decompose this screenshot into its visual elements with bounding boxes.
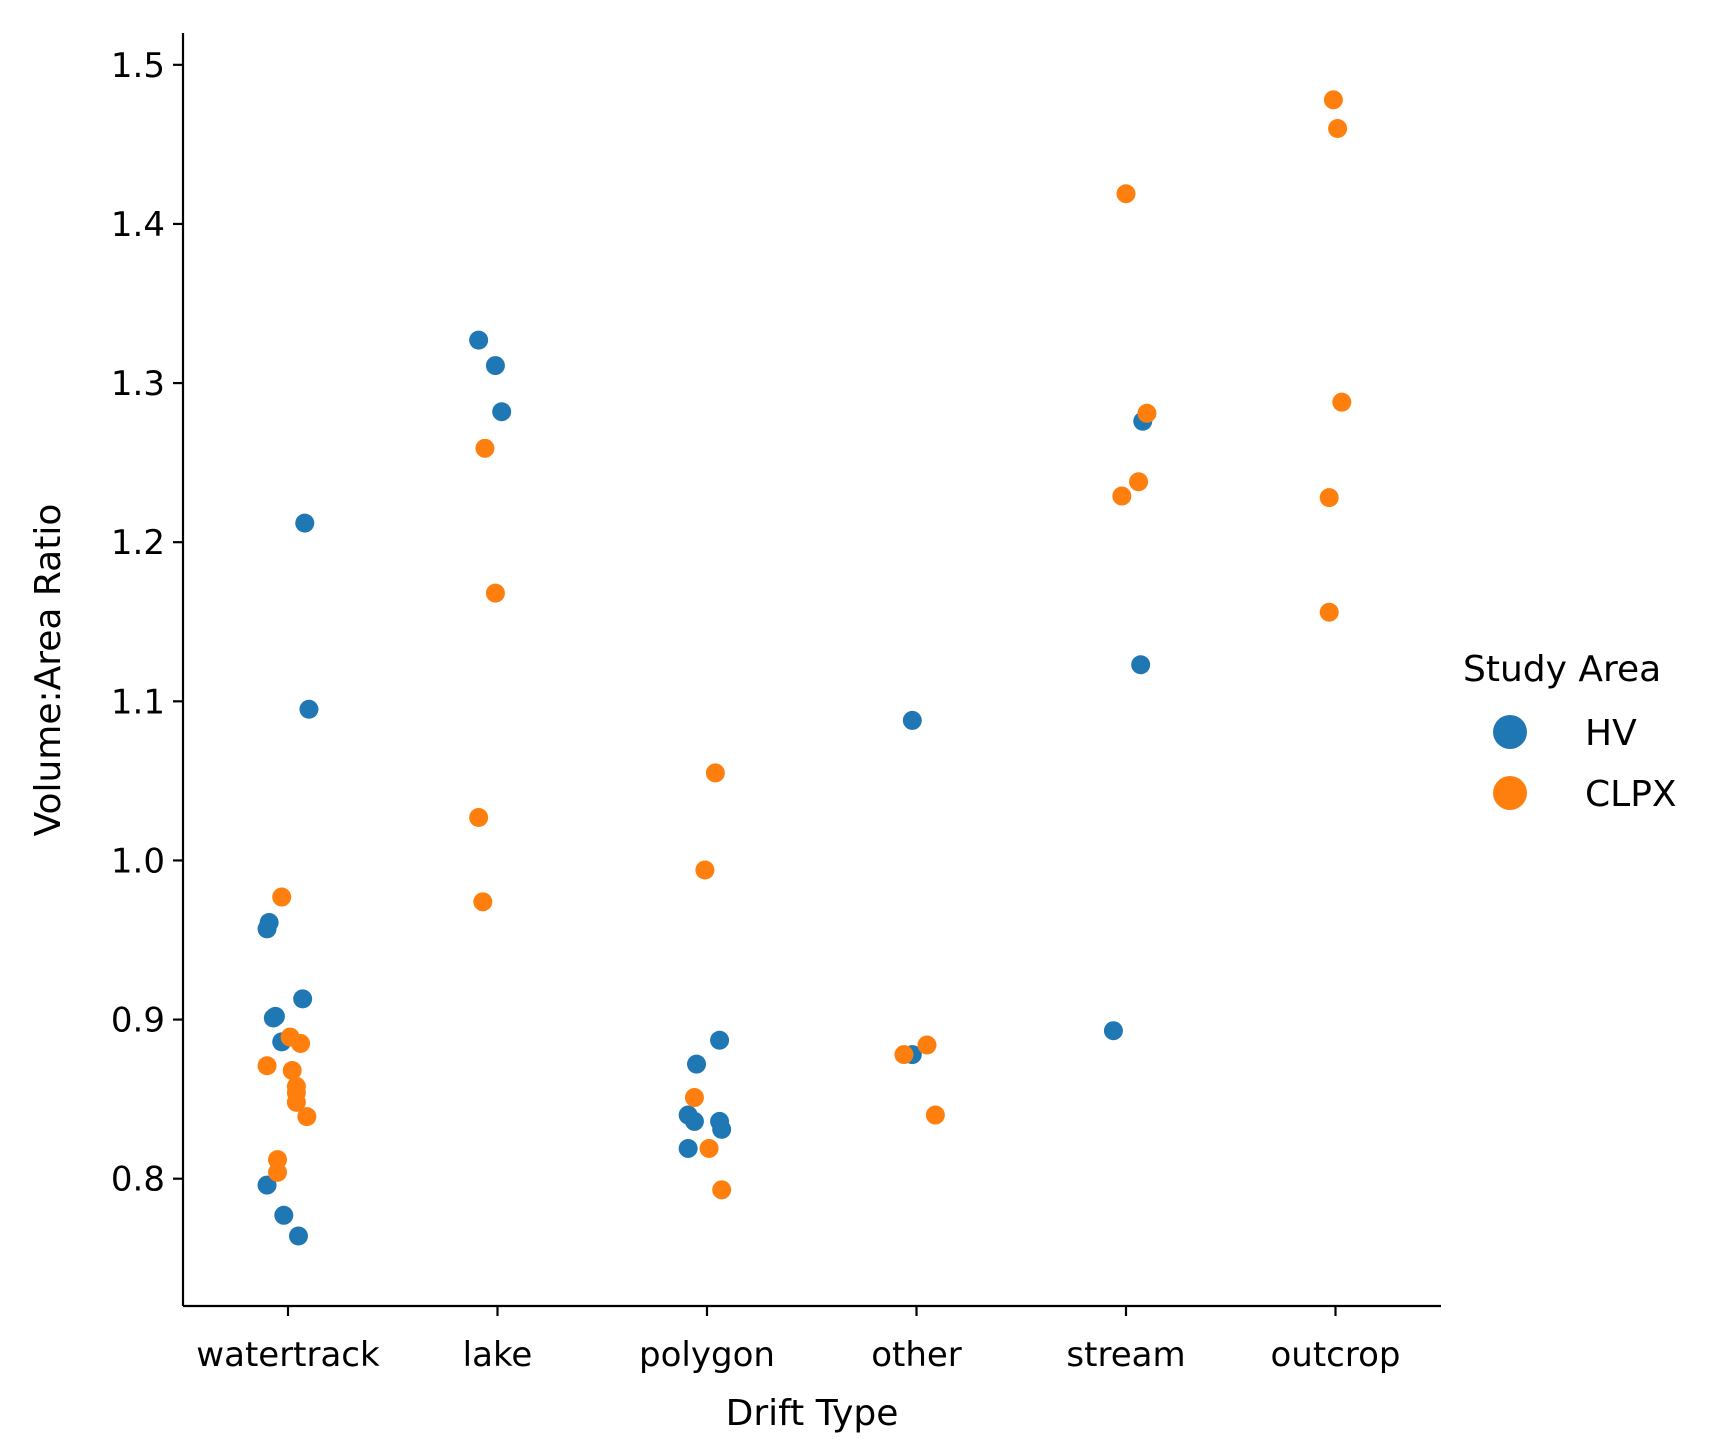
- data-point-hv: [288, 1226, 308, 1246]
- legend-label-hv: HV: [1585, 713, 1637, 754]
- data-point-clpx: [291, 1033, 311, 1053]
- data-point-hv: [710, 1030, 730, 1050]
- legend: Study Area HV CLPX: [1463, 649, 1677, 815]
- x-ticks: watertrack lake polygon other stream outcrop: [196, 1306, 1401, 1375]
- y-tick-label: 1.1: [111, 682, 165, 722]
- y-axis-title: Volume:Area Ratio: [28, 504, 69, 837]
- y-tick-label: 1.3: [111, 364, 165, 404]
- data-point-hv: [295, 513, 315, 533]
- data-point-clpx: [695, 860, 715, 880]
- data-point-clpx: [1323, 90, 1343, 110]
- x-tick-label: lake: [463, 1335, 533, 1375]
- points-layer: [257, 90, 1352, 1246]
- data-point-clpx: [1137, 403, 1157, 423]
- y-tick-label: 1.4: [111, 205, 165, 245]
- y-tick-label: 1.5: [111, 46, 165, 86]
- y-tick-label: 1.0: [111, 841, 165, 881]
- data-point-clpx: [1328, 118, 1348, 138]
- data-point-hv: [259, 913, 279, 933]
- data-point-clpx: [475, 438, 495, 458]
- data-point-clpx: [257, 1056, 277, 1076]
- legend-title: Study Area: [1463, 649, 1661, 690]
- x-axis-title: Drift Type: [726, 1393, 899, 1434]
- data-point-clpx: [1112, 486, 1132, 506]
- data-point-clpx: [286, 1092, 306, 1112]
- data-point-hv: [902, 710, 922, 730]
- data-point-hv: [492, 402, 512, 422]
- data-point-clpx: [894, 1045, 914, 1065]
- y-ticks: 0.8 0.9 1.0 1.1 1.2 1.3 1.4 1.5: [111, 46, 183, 1200]
- data-point-clpx: [1332, 392, 1352, 412]
- x-tick-label: watertrack: [196, 1335, 380, 1375]
- data-point-hv: [712, 1119, 732, 1139]
- x-tick-label: other: [871, 1335, 962, 1375]
- data-point-hv: [299, 699, 319, 719]
- data-point-hv: [684, 1111, 704, 1131]
- legend-marker-hv: [1493, 715, 1527, 749]
- y-tick-label: 0.9: [111, 1001, 165, 1041]
- x-tick-label: stream: [1066, 1335, 1185, 1375]
- data-point-clpx: [712, 1180, 732, 1200]
- data-point-hv: [469, 330, 489, 350]
- x-tick-label: outcrop: [1271, 1335, 1401, 1375]
- data-point-clpx: [917, 1035, 937, 1055]
- data-point-clpx: [699, 1138, 719, 1158]
- data-point-clpx: [1116, 184, 1136, 204]
- data-point-hv: [485, 356, 505, 376]
- data-point-hv: [293, 989, 313, 1009]
- x-tick-label: polygon: [639, 1335, 775, 1375]
- legend-marker-clpx: [1493, 776, 1527, 810]
- data-point-hv: [687, 1054, 707, 1074]
- data-point-hv: [678, 1138, 698, 1158]
- data-point-clpx: [705, 763, 725, 783]
- data-point-clpx: [1319, 602, 1339, 622]
- data-point-clpx: [485, 583, 505, 603]
- data-point-hv: [1103, 1021, 1123, 1041]
- data-point-clpx: [1319, 488, 1339, 508]
- data-point-hv: [257, 1175, 277, 1195]
- axes: [181, 33, 1441, 1308]
- data-point-clpx: [473, 892, 493, 912]
- data-point-hv: [1131, 655, 1151, 675]
- y-tick-label: 1.2: [111, 523, 165, 563]
- y-tick-label: 0.8: [111, 1160, 165, 1200]
- data-point-clpx: [469, 807, 489, 827]
- data-point-clpx: [297, 1107, 317, 1127]
- data-point-hv: [274, 1205, 294, 1225]
- data-point-clpx: [282, 1060, 302, 1080]
- data-point-clpx: [684, 1088, 704, 1108]
- data-point-clpx: [925, 1105, 945, 1125]
- legend-items: HV CLPX: [1493, 713, 1677, 815]
- data-point-clpx: [272, 887, 292, 907]
- data-point-hv: [263, 1008, 283, 1028]
- data-point-clpx: [268, 1162, 288, 1182]
- legend-label-clpx: CLPX: [1585, 774, 1677, 815]
- data-point-clpx: [1129, 472, 1149, 492]
